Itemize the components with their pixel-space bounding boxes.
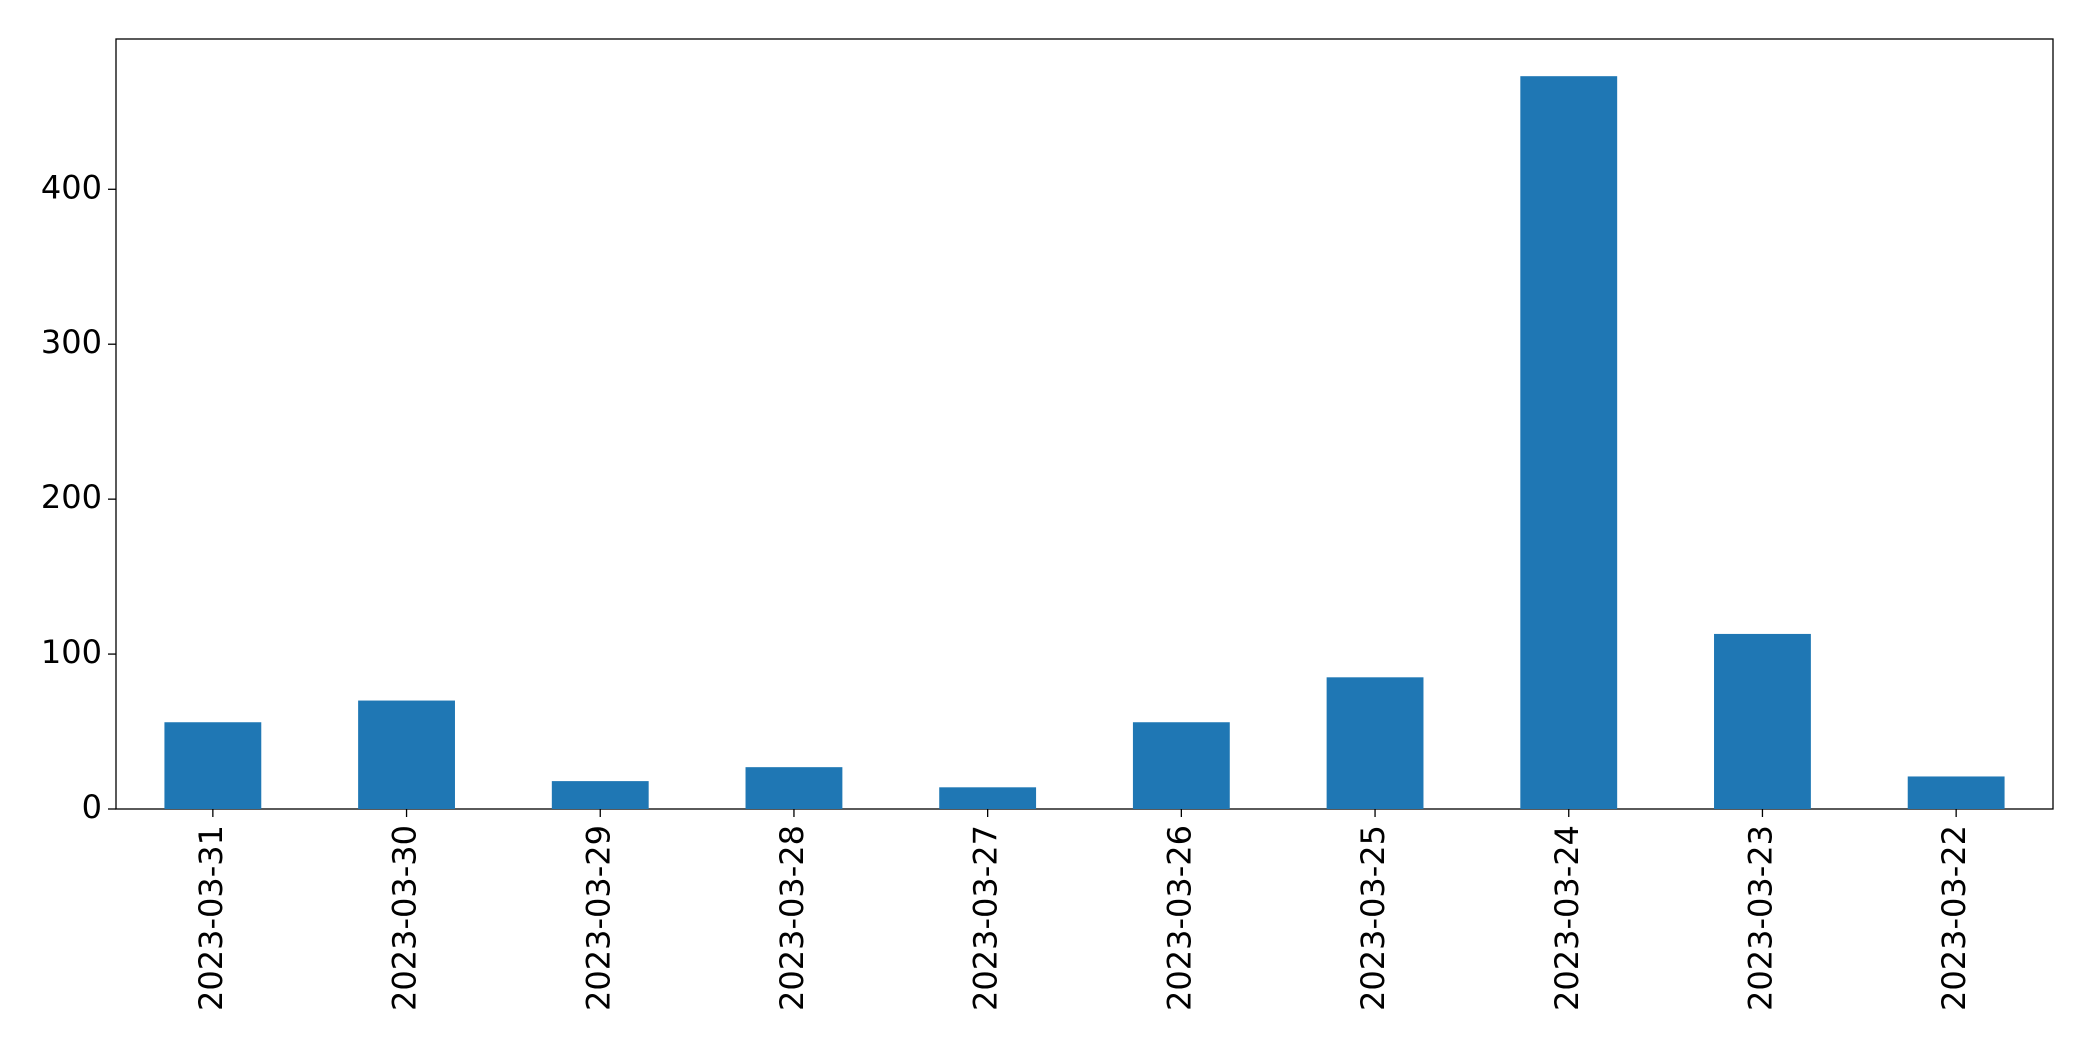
x-tick-label: 2023-03-22 [1935,825,1973,1011]
bar [164,722,262,809]
bar [358,700,455,809]
x-tick-label: 2023-03-30 [386,825,424,1011]
y-tick-label: 200 [41,478,102,516]
bar [1907,776,2005,809]
bar [939,787,1037,809]
bar [745,767,843,809]
y-tick-label: 400 [41,168,102,206]
y-tick-label: 100 [41,633,102,671]
bar [1714,633,1811,809]
bar [1132,722,1230,809]
x-tick-label: 2023-03-29 [579,825,617,1011]
plot-frame [115,38,2054,810]
x-tick-label: 2023-03-23 [1741,825,1779,1011]
bar [1326,677,1424,809]
x-tick-label: 2023-03-26 [1160,825,1198,1011]
y-tick-label: 0 [82,788,102,826]
y-tick-label: 300 [41,323,102,361]
x-tick-label: 2023-03-28 [773,825,811,1011]
bar [551,781,649,809]
bar [1520,76,1618,809]
x-tick-label: 2023-03-31 [192,825,230,1011]
x-tick-label: 2023-03-24 [1548,825,1586,1011]
x-tick-label: 2023-03-27 [967,825,1005,1011]
x-tick-label: 2023-03-25 [1354,825,1392,1011]
